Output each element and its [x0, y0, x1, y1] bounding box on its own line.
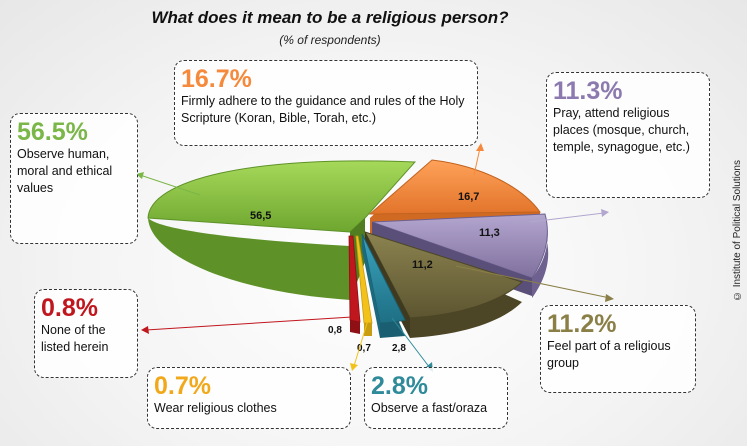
callout-percent: 16.7%: [181, 65, 252, 93]
chart-subtitle: (% of respondents): [279, 33, 381, 47]
callout-percent: 11.3%: [553, 77, 623, 105]
slice-none: [348, 235, 361, 334]
callout-none: 0.8% None of the listed herein: [34, 289, 138, 378]
callout-observe-values: 56.5% Observe human, moral and ethical v…: [10, 113, 138, 244]
value-label-2-8: 2,8: [392, 343, 406, 354]
callout-holy-scripture: 16.7% Firmly adhere to the guidance and …: [174, 60, 478, 146]
slice-observe-values: [147, 160, 417, 300]
leader-lines: [136, 143, 614, 372]
value-label-11-3: 11,3: [479, 227, 500, 239]
callout-percent: 2.8%: [371, 372, 428, 400]
value-label-0-7: 0,7: [357, 343, 371, 354]
slice-clothes: [355, 235, 373, 336]
callout-percent: 0.7%: [154, 372, 211, 400]
value-label-11-2: 11,2: [412, 259, 433, 271]
callout-description: None of the listed herein: [41, 323, 109, 354]
callout-description: Firmly adhere to the guidance and rules …: [181, 94, 465, 125]
callout-description: Observe a fast/oraza: [371, 401, 488, 415]
callout-percent: 11.2%: [547, 310, 617, 338]
value-label-56-5: 56,5: [250, 210, 271, 222]
value-label-0-8: 0,8: [328, 325, 342, 336]
callout-percent: 56.5%: [17, 118, 88, 146]
callout-description: Wear religious clothes: [154, 401, 277, 415]
callout-religious-group: 11.2% Feel part of a religious group: [540, 305, 696, 393]
callout-description: Pray, attend religious places (mosque, c…: [553, 106, 690, 154]
slice-fast: [361, 233, 406, 338]
callout-percent: 0.8%: [41, 294, 98, 322]
callout-pray: 11.3% Pray, attend religious places (mos…: [546, 72, 710, 198]
source-watermark: © Institute of Political Solutions: [732, 160, 743, 302]
chart-title: What does it mean to be a religious pers…: [151, 8, 509, 27]
callout-description: Observe human, moral and ethical values: [17, 147, 113, 195]
callout-description: Feel part of a religious group: [547, 339, 671, 370]
value-label-16-7: 16,7: [458, 191, 479, 203]
callout-clothes: 0.7% Wear religious clothes: [147, 367, 351, 429]
callout-fast: 2.8% Observe a fast/oraza: [364, 367, 508, 429]
